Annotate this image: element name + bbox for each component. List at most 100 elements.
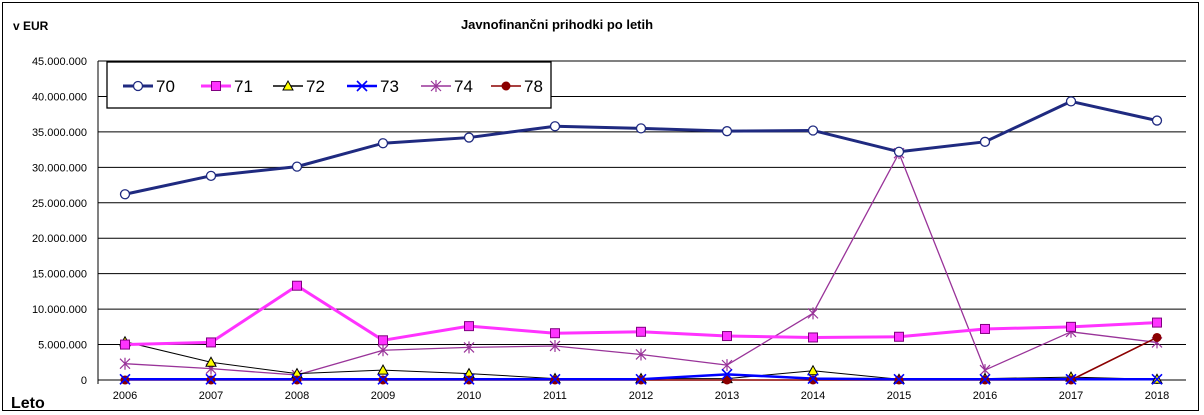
data-point-72 (807, 364, 819, 376)
y-tick-label: 30.000.000 (32, 162, 87, 174)
data-point-73 (807, 373, 819, 385)
x-tick-label: 2015 (887, 390, 911, 402)
series-markers (119, 96, 1163, 385)
data-point-72 (377, 364, 389, 375)
data-point-70 (291, 161, 303, 172)
data-point-71 (206, 337, 216, 348)
data-point-73 (463, 373, 475, 385)
x-axis-label: Leto (11, 395, 45, 412)
data-point-74 (807, 307, 819, 320)
legend-item-71: 71 (201, 77, 253, 96)
data-point-74 (463, 341, 475, 354)
x-tick-label: 2006 (113, 390, 137, 402)
x-tick-label: 2011 (543, 390, 567, 402)
legend-item-70: 70 (123, 77, 175, 96)
data-point-70 (635, 123, 647, 134)
y-tick-label: 10.000.000 (32, 304, 87, 316)
y-tick-label: 15.000.000 (32, 269, 87, 281)
data-point-71 (808, 332, 818, 343)
data-point-71 (722, 331, 732, 342)
x-tick-label: 2008 (285, 390, 309, 402)
y-tick-label: 20.000.000 (32, 233, 87, 245)
data-point-78 (722, 375, 732, 385)
data-point-72 (205, 356, 217, 367)
y-tick-label: 45.000.000 (32, 56, 87, 68)
data-point-73 (893, 373, 905, 385)
legend-marker (282, 79, 294, 91)
y-tick-label: 35.000.000 (32, 127, 87, 139)
series-line-74 (124, 152, 1158, 376)
y-tick-label: 5.000.000 (38, 340, 87, 352)
x-tick-label: 2012 (629, 390, 653, 402)
y-tick-label: 0 (81, 375, 87, 387)
y-tick-labels: 0 5.000.000 10.000.000 15.000.000 20.000.000… (32, 56, 87, 387)
data-point-70 (205, 170, 217, 181)
data-point-71 (636, 326, 646, 337)
legend-item-72: 72 (273, 77, 325, 96)
data-point-70 (979, 136, 991, 147)
chart-title: Javnofinančni prihodki po letih (461, 17, 653, 32)
data-point-74 (119, 357, 131, 370)
legend-label: 74 (454, 77, 473, 96)
data-point-70 (807, 125, 819, 136)
data-point-70 (549, 121, 561, 132)
data-point-70 (377, 138, 389, 149)
legend-label: 71 (234, 77, 253, 96)
data-point-78 (1152, 332, 1162, 342)
legend-item-74: 74 (421, 77, 473, 96)
data-point-71 (292, 280, 302, 291)
data-point-74 (721, 359, 733, 372)
x-tick-label: 2014 (801, 390, 825, 402)
x-tick-labels: 2006 2007 2008 2009 2010 2011 2012 2013 2014 2015… (113, 380, 1169, 402)
data-point-73 (119, 373, 131, 385)
x-tick-label: 2017 (1059, 390, 1083, 402)
data-point-70 (721, 126, 733, 137)
data-point-71 (980, 323, 990, 334)
series-lines (124, 99, 1158, 381)
data-point-73 (291, 373, 303, 385)
legend-item-78: 78 (491, 77, 543, 96)
data-point-73 (205, 373, 217, 385)
legend-marker (356, 80, 368, 92)
legend-box (106, 61, 552, 109)
legend-label: 78 (524, 77, 543, 96)
legend-item-73: 73 (347, 77, 399, 96)
data-point-73 (549, 373, 561, 385)
x-tick-label: 2009 (371, 390, 395, 402)
data-point-73 (377, 373, 389, 385)
data-point-71 (378, 335, 388, 346)
x-tick-label: 2010 (457, 390, 481, 402)
data-point-71 (464, 321, 474, 332)
legend: 70 71 72 73 74 78 (106, 61, 552, 109)
legend-label: 73 (380, 77, 399, 96)
legend-label: 72 (306, 77, 325, 96)
data-point-74 (549, 339, 561, 352)
data-point-73 (635, 373, 647, 385)
legend-marker (430, 80, 442, 92)
x-tick-label: 2007 (199, 390, 223, 402)
data-point-74 (635, 348, 647, 361)
y-tick-label: 25.000.000 (32, 198, 87, 210)
y-tick-label: 40.000.000 (32, 91, 87, 103)
x-tick-label: 2018 (1145, 390, 1169, 402)
line-chart: Javnofinančni prihodki po letih v EUR Le… (11, 17, 1186, 412)
legend-marker (132, 80, 144, 92)
legend-marker (501, 81, 511, 91)
data-point-73 (1065, 373, 1077, 385)
data-point-70 (1151, 115, 1163, 126)
data-point-78 (808, 375, 818, 385)
data-point-71 (120, 339, 130, 350)
data-point-70 (463, 132, 475, 143)
data-point-73 (979, 373, 991, 385)
y-axis-label: v EUR (13, 19, 49, 33)
data-point-73 (1151, 373, 1163, 385)
data-point-70 (893, 146, 905, 157)
x-tick-label: 2013 (715, 390, 739, 402)
data-point-71 (894, 331, 904, 342)
legend-marker (211, 81, 221, 91)
legend-label: 70 (156, 77, 175, 96)
series-line-70 (124, 99, 1158, 196)
data-point-71 (1152, 317, 1162, 328)
data-point-70 (1065, 96, 1077, 107)
